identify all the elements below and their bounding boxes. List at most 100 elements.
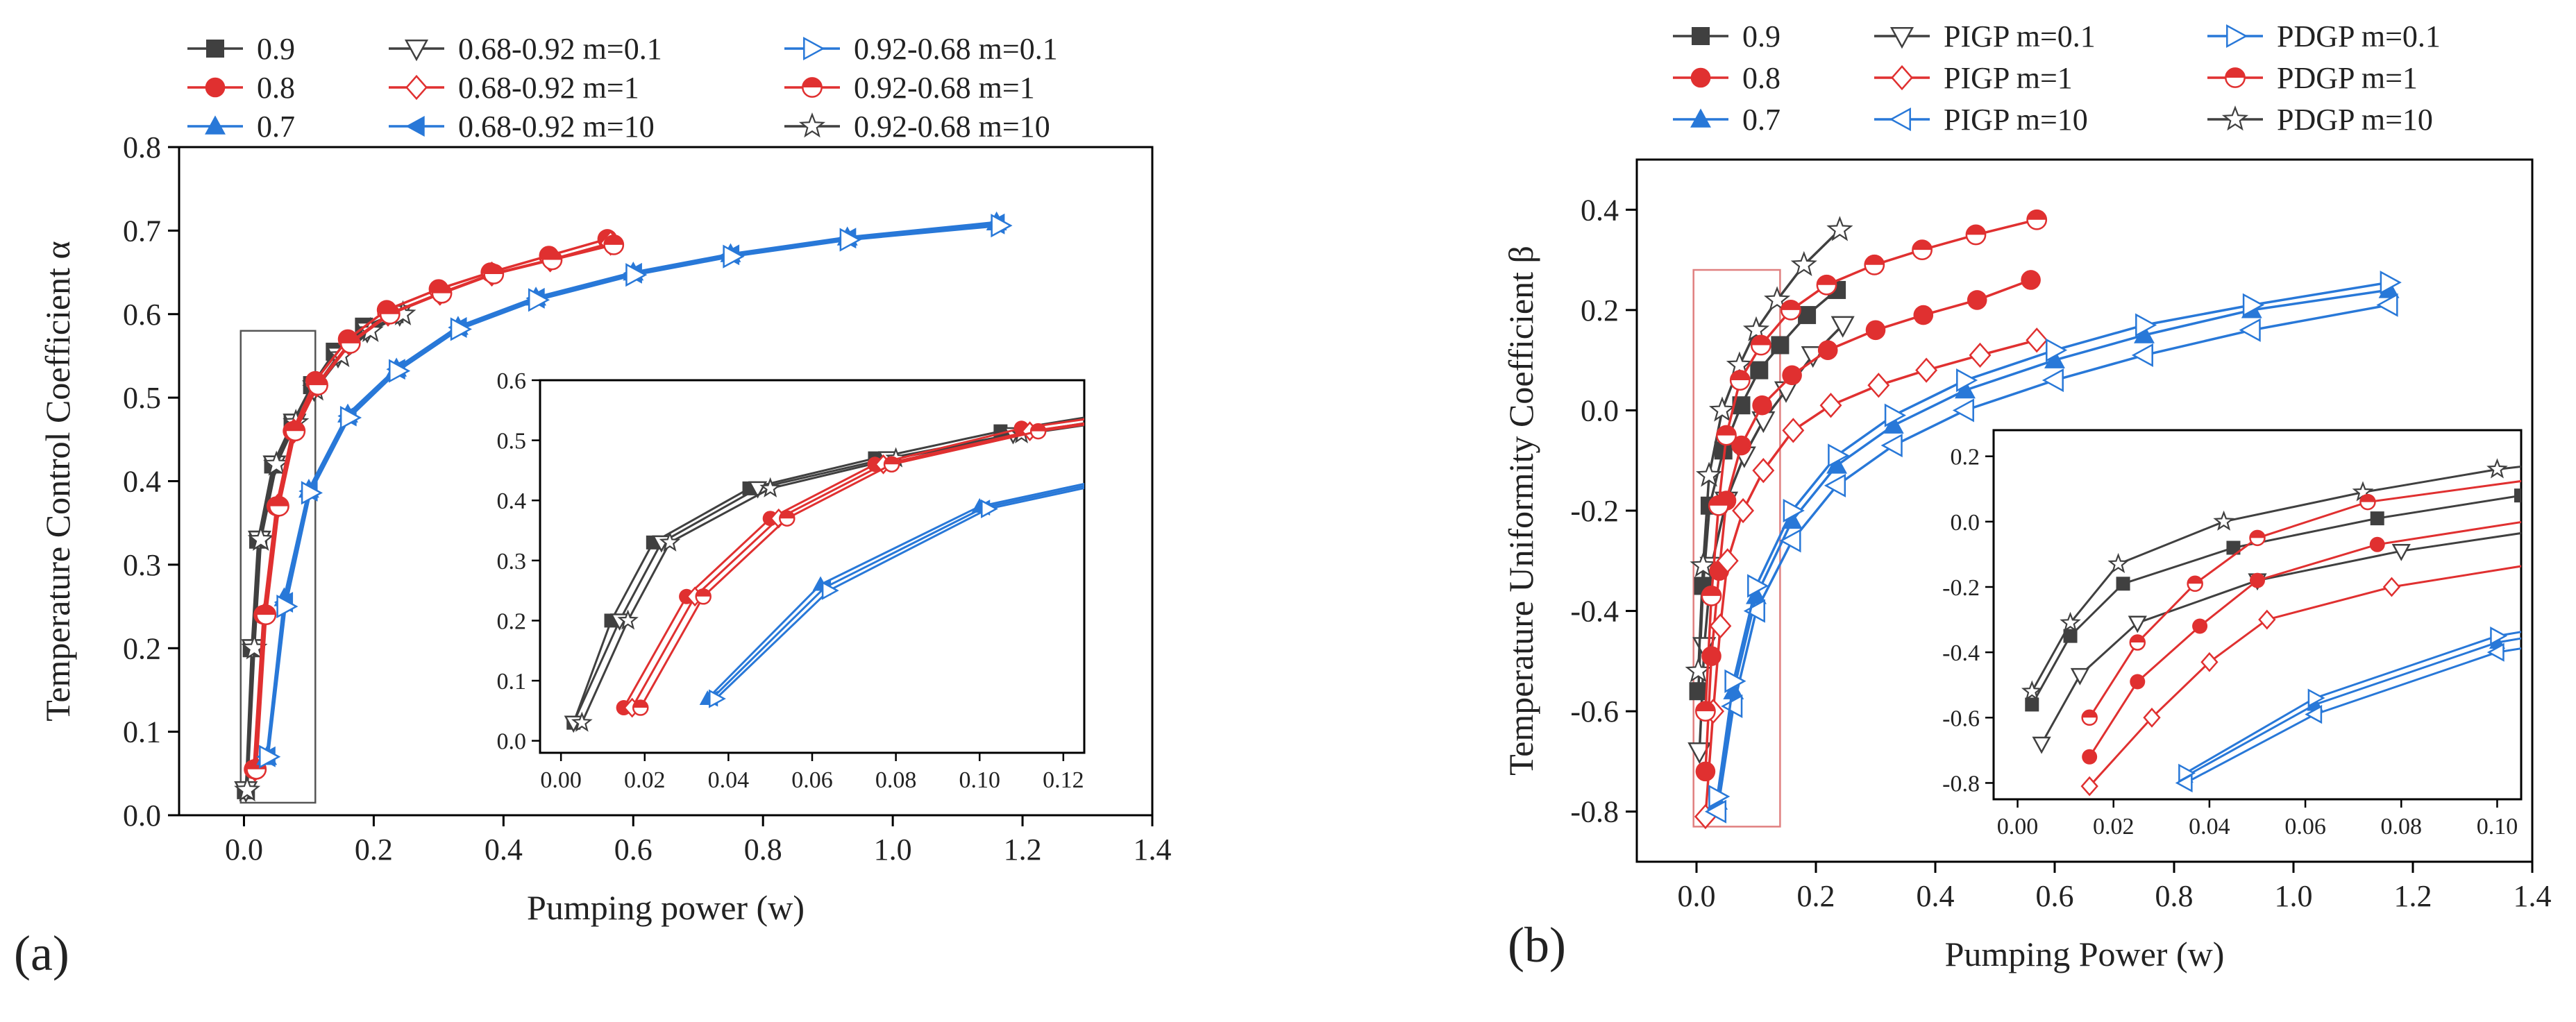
inset-y-tick-label: 0.6	[497, 368, 527, 394]
data-point	[269, 495, 289, 517]
series-PDGP-m-10	[1685, 216, 1853, 683]
legend-entry: 0.9	[1673, 19, 1781, 53]
data-point	[1830, 316, 1855, 338]
legend-label: 0.68-0.92 m=1	[458, 71, 639, 105]
x-tick-label: 0.4	[485, 833, 523, 867]
x-tick-label: 1.4	[2514, 879, 2552, 913]
data-point	[1816, 274, 1837, 296]
y-tick-label: 0.4	[123, 465, 161, 499]
legend-entry: 0.92-0.68 m=10	[784, 110, 1050, 144]
inset-series-line	[2184, 631, 2521, 774]
inset-data-point	[2258, 609, 2276, 630]
inset-data-point	[632, 699, 649, 716]
data-point	[1956, 368, 1978, 393]
data-point	[1743, 599, 1765, 623]
x-axis-label: Pumping power (w)	[527, 888, 805, 927]
inset-y-tick-label: 0.1	[497, 669, 527, 695]
data-point	[1747, 574, 1769, 598]
data-point	[2046, 338, 2068, 362]
legend-entry: 0.7	[1673, 103, 1781, 137]
inset-series-0-92-0-68-m-0-1	[709, 486, 1084, 708]
data-point	[1782, 365, 1802, 386]
y-tick-label: -0.6	[1570, 695, 1619, 729]
data-point	[285, 420, 306, 442]
data-point	[1729, 370, 1751, 391]
inset-data-point	[981, 499, 998, 518]
inset-data-point	[2307, 688, 2325, 708]
inset-data-point	[2486, 642, 2505, 662]
data-point	[1721, 694, 1743, 718]
y-tick-label: 0.2	[1581, 293, 1619, 327]
inset-x-tick-label: 0.02	[624, 767, 666, 793]
inset-data-point	[1029, 423, 1047, 440]
legend-marker	[405, 74, 428, 101]
inset-x-tick-label: 0.08	[875, 767, 917, 793]
inset-y-tick-label: 0.2	[497, 608, 527, 634]
data-point	[2131, 343, 2153, 367]
inset-data-point	[695, 588, 712, 605]
y-tick-label: 0.7	[123, 214, 161, 248]
data-point	[1724, 669, 1746, 693]
y-tick-label: 0.3	[123, 548, 161, 582]
inset-data-point	[2178, 763, 2196, 783]
x-tick-label: 1.0	[874, 833, 912, 867]
x-tick-label: 1.0	[2275, 879, 2313, 913]
legend-marker	[802, 77, 823, 98]
data-point	[1708, 495, 1729, 516]
inset-y-tick-label: -0.8	[1942, 771, 1980, 797]
data-point	[541, 249, 563, 271]
legend-marker	[206, 40, 224, 58]
legend-label: 0.7	[257, 110, 295, 144]
y-tick-label: 0.2	[123, 631, 161, 665]
legend-entry: 0.9	[187, 32, 295, 66]
data-point	[2242, 293, 2265, 317]
inset-y-tick-label: -0.4	[1942, 640, 1980, 666]
inset-series-0-8	[2082, 520, 2521, 765]
inset-y-tick-label: -0.6	[1942, 706, 1980, 731]
legend-marker	[1891, 65, 1913, 91]
legend-label: PDGP m=1	[2277, 61, 2418, 95]
inset-data-point	[2070, 667, 2089, 685]
y-tick-label: -0.2	[1570, 494, 1619, 528]
legend-entry: PDGP m=0.1	[2207, 19, 2441, 53]
inset-data-point	[2369, 536, 2385, 552]
data-point	[1771, 336, 1790, 355]
inset-x-tick-label: 0.10	[959, 767, 1000, 793]
data-point	[2380, 271, 2402, 295]
inset-x-tick-label: 0.06	[791, 767, 833, 793]
legend-marker	[1690, 67, 1711, 88]
y-tick-label: 0.0	[123, 799, 161, 833]
data-point	[1955, 379, 1976, 399]
x-tick-label: 0.8	[744, 833, 782, 867]
legend-entry: PIGP m=10	[1874, 103, 2088, 137]
series-PDGP-m-0-1	[1708, 271, 2402, 809]
data-point	[1884, 403, 1907, 427]
y-tick-label: 0.5	[123, 381, 161, 415]
y-axis-label: Temperature Uniformity Coefficient β	[1501, 246, 1540, 776]
inset-data-point	[2143, 707, 2161, 728]
inset-series-PIGP-m-10	[2175, 642, 2521, 793]
data-point	[1824, 473, 1846, 497]
inset-data-point	[2382, 577, 2401, 597]
inset-series-line	[639, 423, 1084, 708]
legend-entry: 0.7	[187, 110, 295, 144]
inset-data-point	[617, 609, 639, 630]
inset-series-line	[631, 422, 1084, 708]
inset-series-PDGP-m-0-1	[2178, 626, 2521, 783]
data-point	[1708, 784, 1731, 809]
inset-series	[2021, 458, 2521, 797]
chart-a: 0.0 0.2 0.4 0.6 0.8 1.0 1.2 1.40.00.10.20.30.40…	[38, 32, 1172, 927]
data-point	[1782, 418, 1805, 443]
inset-data-point	[2370, 511, 2384, 526]
x-tick-label: 1.2	[1004, 833, 1042, 867]
inset-data-point	[2116, 577, 2130, 591]
legend: 0.9 0.8 0.7 PIGP m=0.1 PIGP m=1 PIGP m=10 PDGP…	[1673, 19, 2441, 137]
data-point	[255, 604, 277, 625]
data-point	[1880, 433, 1903, 458]
inset-data-point	[2107, 552, 2129, 574]
data-point	[1690, 552, 1717, 577]
legend-entry: 0.68-0.92 m=10	[389, 110, 655, 144]
data-point	[276, 595, 298, 619]
legend-label: PIGP m=10	[1944, 103, 2088, 137]
inset-data-point	[2025, 697, 2039, 712]
